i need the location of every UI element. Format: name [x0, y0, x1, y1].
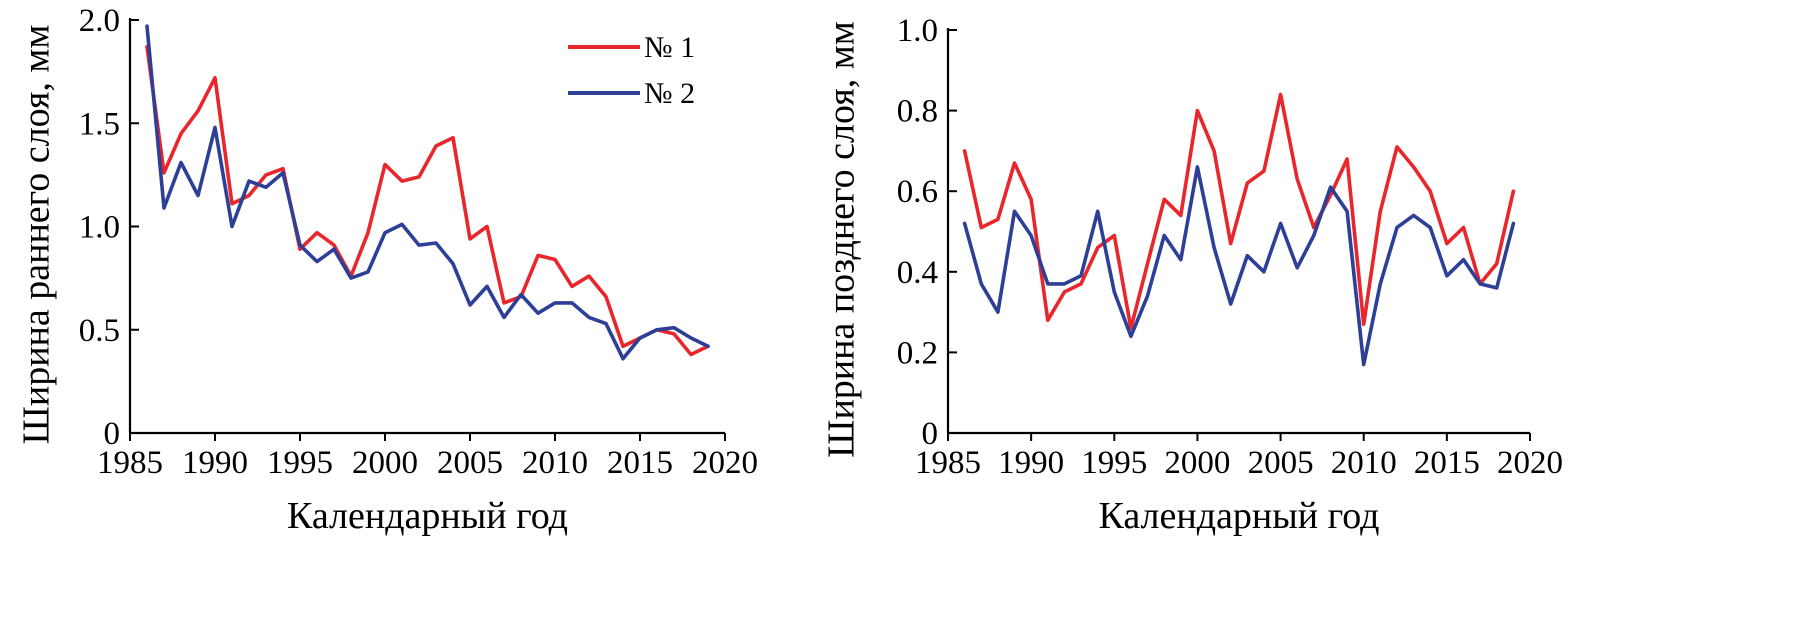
x-tick-label: 2010: [1331, 445, 1397, 481]
legend-label: № 1: [644, 31, 695, 64]
x-tick-label: 2020: [1497, 445, 1563, 481]
x-tick-label: 2015: [1414, 445, 1480, 481]
series-line-no2: [145, 24, 710, 361]
x-tick-label: 1995: [267, 445, 333, 481]
y-tick-label: 0.4: [897, 255, 938, 291]
late-layer-chart: 0 0.2 0.4 0.6 0.8 1.0 1985 1990 1995 2000 2005 2010…: [821, 13, 1563, 537]
y-tick-label: 1.0: [79, 210, 120, 246]
legend-label: № 2: [644, 77, 695, 110]
x-tick-label: 2010: [522, 445, 588, 481]
x-tick-label: 2020: [692, 445, 758, 481]
x-tick-label: 2005: [1248, 445, 1314, 481]
x-tick-label: 2005: [437, 445, 503, 481]
series-line-no1: [962, 92, 1516, 331]
x-tick-label: 1990: [998, 445, 1064, 481]
y-axis-title: Ширина позднего слоя, мм: [821, 21, 863, 458]
y-tick-label: 1.5: [79, 106, 120, 142]
y-tick-label: 1.0: [897, 13, 938, 49]
early-layer-chart: 0 0.5 1.0 1.5 2.0 1985 1990 1995 2000 2005 2010 201…: [16, 3, 758, 537]
x-tick-label: 1995: [1081, 445, 1147, 481]
y-tick-label: 0.2: [897, 335, 938, 371]
y-tick-label: 0: [922, 416, 939, 452]
y-tick-label: 0.8: [897, 94, 938, 130]
x-tick-label: 2000: [352, 445, 418, 481]
y-axis-title: Ширина раннего слоя, мм: [16, 25, 58, 445]
y-tick-label: 0.6: [897, 174, 938, 210]
y-tick-label: 0.5: [79, 313, 120, 349]
x-axis-title: Календарный год: [1099, 495, 1380, 537]
y-tick-label: 0: [104, 416, 121, 452]
x-tick-label: 1985: [915, 445, 981, 481]
x-tick-label: 1990: [182, 445, 248, 481]
x-axis-title: Календарный год: [287, 495, 568, 537]
x-tick-label: 2015: [607, 445, 673, 481]
x-tick-label: 2000: [1164, 445, 1230, 481]
series-line-no2: [962, 165, 1516, 367]
x-tick-label: 1985: [97, 445, 163, 481]
y-tick-label: 2.0: [79, 3, 120, 39]
